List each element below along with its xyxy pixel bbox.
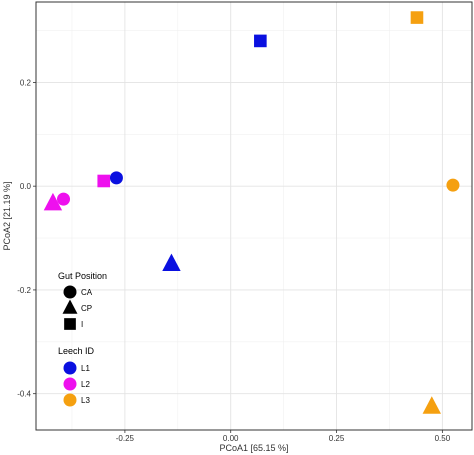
data-point-l3-ca	[446, 178, 460, 192]
legend-label-l3: L3	[81, 396, 90, 405]
data-point-l3-i	[410, 11, 424, 24]
x-tick-label: 0.00	[223, 434, 239, 443]
x-tick-label: 0.50	[435, 434, 451, 443]
data-point-l1-cp	[162, 253, 181, 272]
legend-label-cp: CP	[81, 304, 92, 313]
legend-key-cp	[62, 299, 78, 314]
y-tick-label: -0.2	[17, 286, 31, 295]
legend-key-l3	[63, 393, 77, 407]
plot-panel-border	[35, 1, 473, 431]
plot-panel-background	[36, 2, 472, 430]
legend-key-l2	[63, 377, 77, 391]
data-point-l3-cp	[422, 396, 441, 414]
data-point-l2-ca	[57, 192, 71, 206]
y-axis-title: PCoA2 [21.19 %]	[2, 181, 12, 250]
minor-gridlines	[36, 2, 472, 430]
major-gridlines	[36, 2, 472, 430]
y-axis-ticks: 0.2 0.0 -0.2 -0.4	[17, 78, 36, 399]
legend-label-i: I	[81, 320, 83, 329]
data-points	[43, 11, 460, 414]
legend-label-ca: CA	[81, 288, 93, 297]
y-tick-label: 0.0	[20, 182, 32, 191]
y-tick-label: -0.4	[17, 390, 31, 399]
data-point-l2-cp	[43, 192, 63, 211]
legend-color-keys: L1 L2 L3	[63, 361, 90, 407]
x-axis-title: PCoA1 [65.15 %]	[219, 443, 288, 453]
legend-title-gut-position: Gut Position	[58, 271, 107, 281]
legend-shape-keys: CA CP I	[62, 285, 93, 330]
legend-label-l2: L2	[81, 380, 90, 389]
x-tick-label: -0.25	[116, 434, 135, 443]
legend-key-l1	[63, 361, 77, 375]
x-tick-label: 0.25	[329, 434, 345, 443]
legend-key-i	[64, 318, 76, 330]
y-tick-label: 0.2	[20, 78, 32, 87]
data-point-l1-i	[254, 34, 267, 48]
legend: Gut Position CA CP I Leech ID L1 L2 L3	[58, 271, 107, 407]
x-axis-ticks: -0.25 0.00 0.25 0.50	[116, 430, 451, 443]
data-point-l2-i	[97, 174, 111, 188]
legend-key-ca	[63, 285, 77, 299]
legend-title-leech-id: Leech ID	[58, 346, 95, 356]
data-point-l1-ca	[109, 171, 123, 185]
legend-label-l1: L1	[81, 364, 90, 373]
